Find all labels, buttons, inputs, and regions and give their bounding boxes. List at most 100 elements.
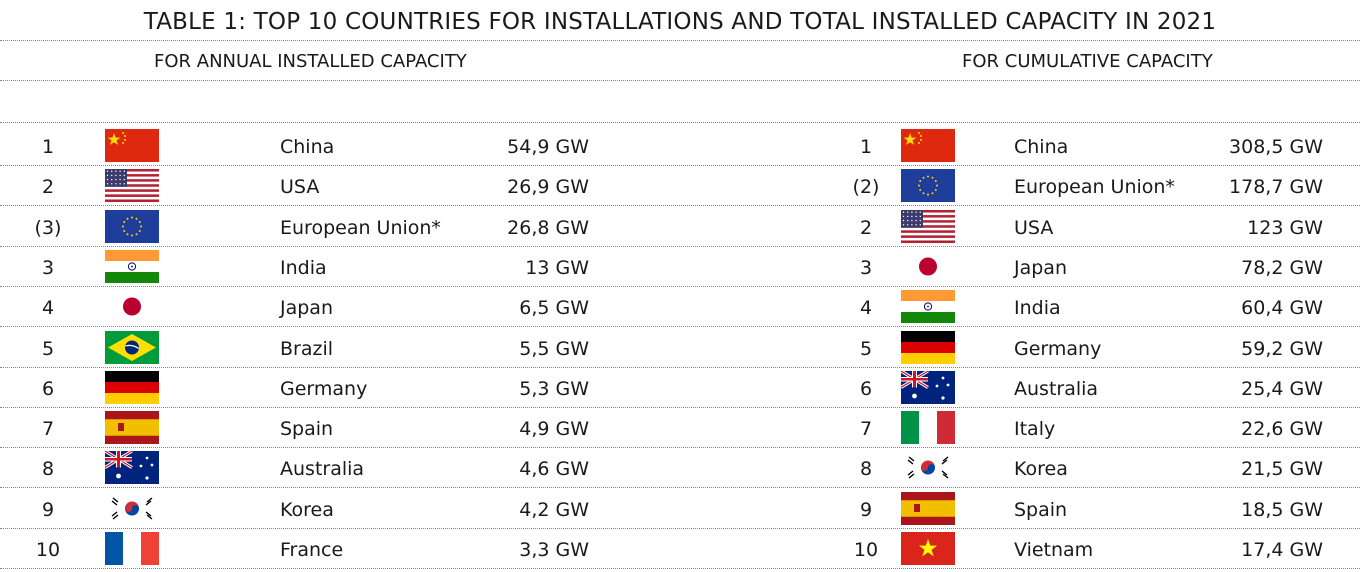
annual-rank: 9 [41,498,55,521]
japan-flag [901,249,955,283]
annual-value: 13 GW [525,256,589,279]
table-row: 1 China 54,9 GW 1 China 308,5 GW [0,125,1360,166]
cumulative-rank: 1 [859,136,873,158]
cumulative-value: 308,5 GW [1229,136,1323,158]
cumulative-country: Vietnam [1014,539,1094,561]
annual-value: 5,3 GW [519,377,589,400]
annual-value: 26,9 GW [507,176,589,199]
vietnam-flag [901,532,955,565]
cumulative-rank: 9 [859,498,873,521]
cumulative-value: 78,2 GW [1241,256,1323,279]
annual-country: China [280,136,335,158]
cumulative-value: 17,4 GW [1241,539,1323,561]
eu-flag [901,169,955,203]
table-row: 10 France 3,3 GW 10 Vietnam 17,4 GW [0,528,1360,569]
annual-rank: 10 [35,539,61,561]
annual-country: Germany [280,377,368,400]
annual-value: 5,5 GW [519,337,589,360]
row-divider [0,527,1360,529]
annual-country: France [280,539,344,561]
annual-rank: (3) [34,216,62,239]
cumulative-country: Japan [1014,256,1067,279]
cumulative-country: Australia [1014,377,1099,400]
table-row: 3 India 13 GW 3 Japan 78,2 GW [0,246,1360,287]
row-divider [0,487,1360,489]
row-divider [0,326,1360,328]
cumulative-rank: 6 [859,377,873,400]
divider [0,122,1360,123]
cumulative-country: Italy [1014,418,1056,441]
korea-flag [901,451,955,485]
cumulative-country: USA [1014,216,1054,239]
annual-rank: 8 [41,458,55,481]
india-flag [901,290,955,324]
cumulative-country: India [1014,297,1061,320]
annual-rank: 1 [41,136,55,158]
australia-flag [901,370,955,404]
cumulative-country: China [1014,136,1069,158]
usa-flag [105,169,159,203]
annual-value: 4,9 GW [519,418,589,441]
annual-value: 4,2 GW [519,498,589,521]
australia-flag [105,451,159,485]
row-divider [0,447,1360,449]
annual-country: India [280,256,327,279]
annual-country: Australia [280,458,365,481]
cumulative-rank: 2 [859,216,873,239]
cumulative-value: 18,5 GW [1241,498,1323,521]
india-flag [105,249,159,283]
china-flag [105,129,159,162]
annual-rank: 5 [41,337,55,360]
china-flag [901,129,955,162]
row-divider [0,406,1360,408]
annual-value: 54,9 GW [507,136,589,158]
annual-rank: 4 [41,297,55,320]
row-divider [0,205,1360,207]
cumulative-heading: FOR CUMULATIVE CAPACITY [962,51,1213,72]
annual-rank: 3 [41,256,55,279]
annual-value: 26,8 GW [507,216,589,239]
cumulative-rank: (2) [852,176,880,199]
row-divider [0,568,1360,569]
germany-flag [901,330,955,364]
row-divider [0,285,1360,287]
brazil-flag [105,330,159,364]
italy-flag [901,411,955,445]
table-row: 5 Brazil 5,5 GW 5 Germany 59,2 GW [0,327,1360,368]
cumulative-value: 123 GW [1247,216,1323,239]
annual-country: Brazil [280,337,334,360]
cumulative-value: 178,7 GW [1229,176,1323,199]
annual-country: Japan [280,297,333,320]
page-title: TABLE 1: TOP 10 COUNTRIES FOR INSTALLATI… [143,9,1217,35]
cumulative-rank: 8 [859,458,873,481]
annual-value: 3,3 GW [519,539,589,561]
annual-rank: 6 [41,377,55,400]
annual-country: Spain [280,418,334,441]
row-divider [0,165,1360,166]
cumulative-rank: 5 [859,337,873,360]
table-row: 7 Spain 4,9 GW 7 Italy 22,6 GW [0,407,1360,449]
table-row: 6 Germany 5,3 GW 6 Australia 25,4 GW [0,367,1360,408]
table-row: 2 USA 26,9 GW (2) European Union* 178,7 GW [0,165,1360,207]
annual-value: 6,5 GW [519,297,589,320]
spain-flag [901,491,955,525]
table-row: 9 Korea 4,2 GW 9 Spain 18,5 GW [0,488,1360,529]
japan-flag [105,290,159,324]
annual-country: USA [280,176,320,199]
cumulative-country: Korea [1014,458,1068,481]
annual-country: European Union* [280,216,441,239]
cumulative-rank: 3 [859,256,873,279]
cumulative-rank: 10 [853,539,879,561]
annual-rank: 2 [41,176,55,199]
annual-value: 4,6 GW [519,458,589,481]
usa-flag [901,209,955,243]
annual-heading: FOR ANNUAL INSTALLED CAPACITY [154,51,467,72]
cumulative-rank: 4 [859,297,873,320]
row-divider [0,366,1360,368]
germany-flag [105,370,159,404]
row-divider [0,245,1360,247]
table-row: (3) European Union* 26,8 GW 2 USA 123 GW [0,206,1360,247]
spain-flag [105,411,159,445]
korea-flag [105,491,159,525]
cumulative-value: 59,2 GW [1241,337,1323,360]
